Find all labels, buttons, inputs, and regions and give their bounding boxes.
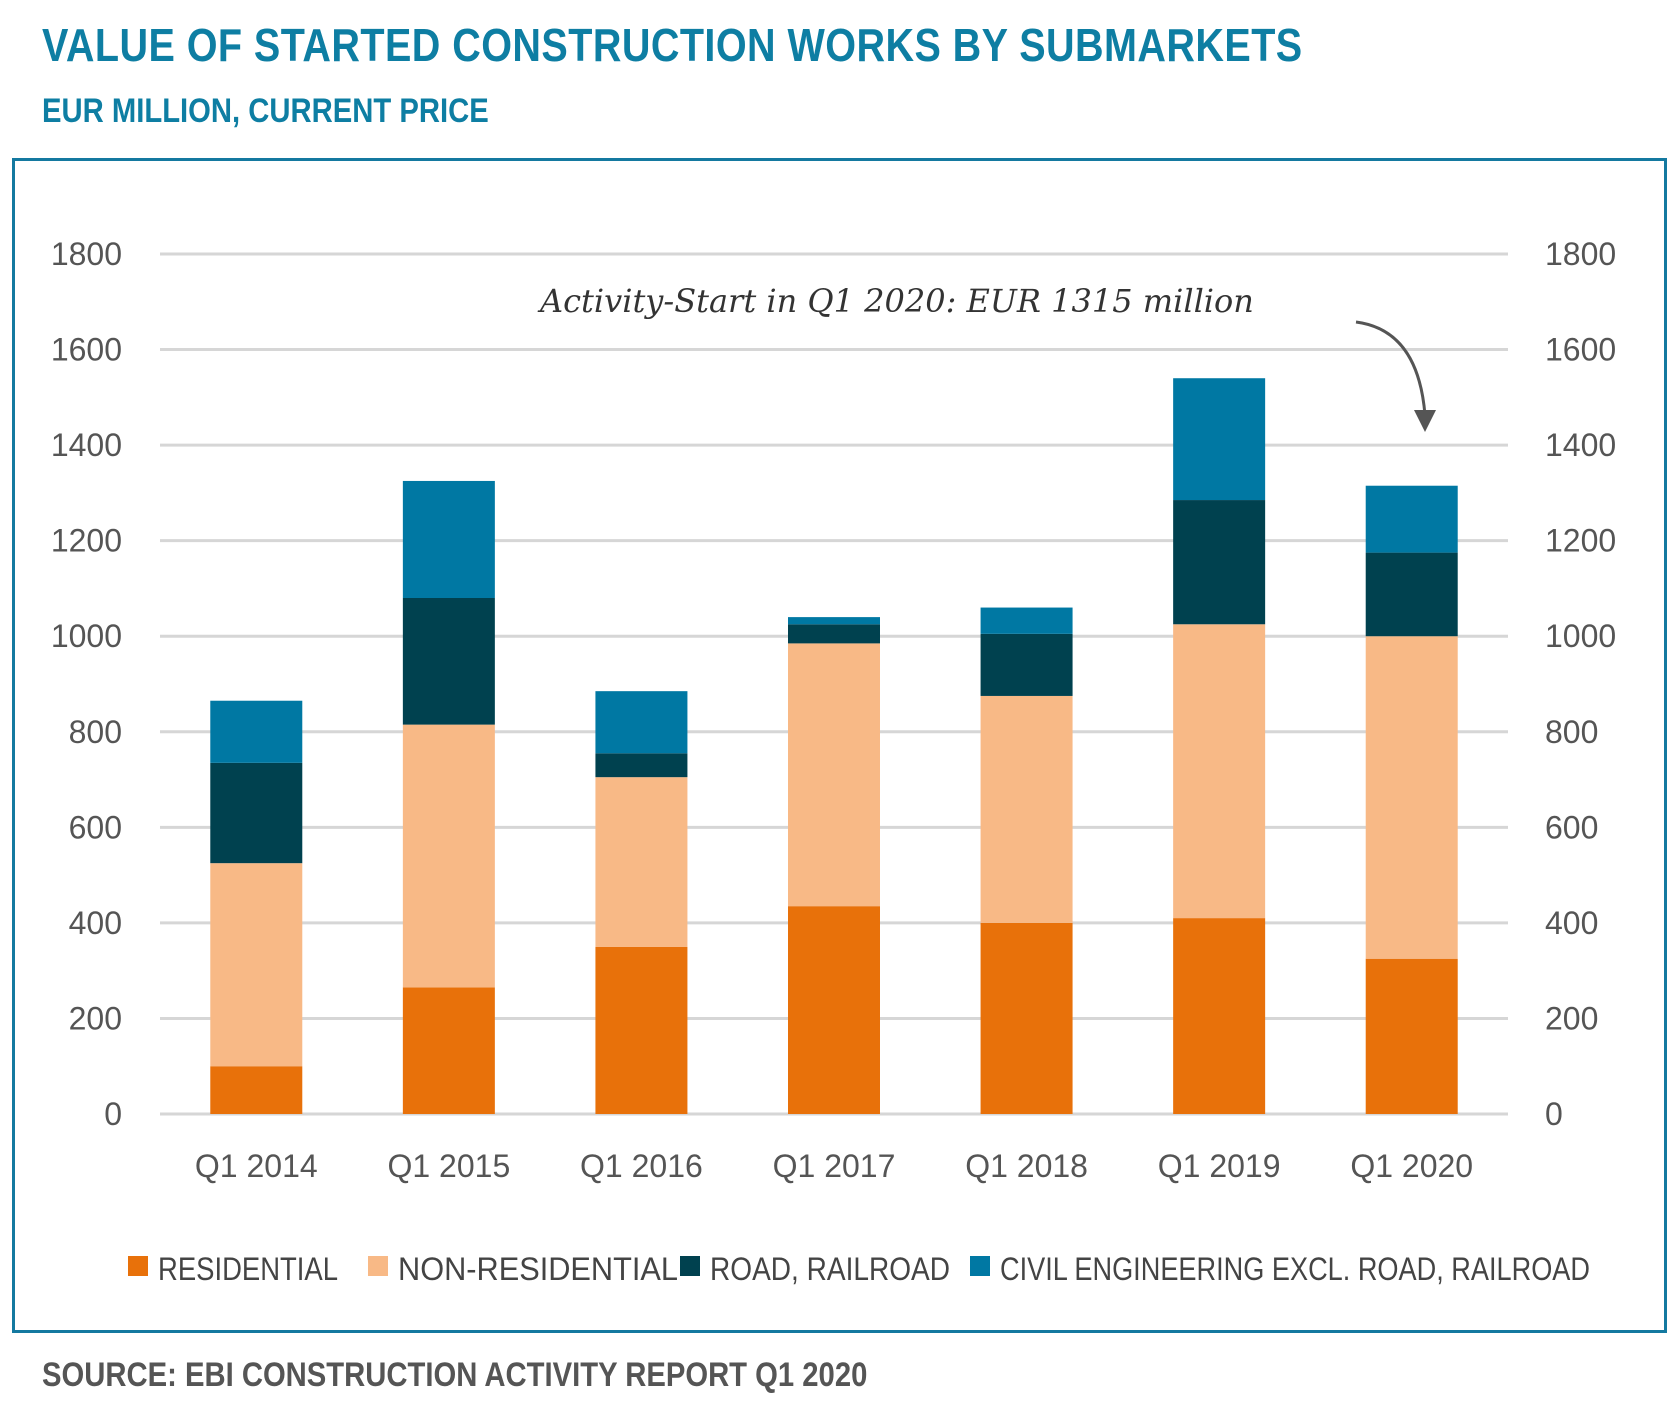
bar-q1-2019-series-2 xyxy=(1173,500,1266,625)
bar-q1-2019-series-3 xyxy=(1173,378,1266,501)
legend-swatch-3 xyxy=(970,1256,990,1276)
y-tick-left-0: 0 xyxy=(104,1096,122,1132)
bar-q1-2014-series-1 xyxy=(210,863,303,1067)
x-tick-label: Q1 2018 xyxy=(965,1148,1088,1184)
annotation-arrowhead xyxy=(1414,410,1436,432)
y-tick-right-0: 0 xyxy=(1545,1096,1563,1132)
legend: RESIDENTIAL NON-RESIDENTIAL ROAD, RAILROAD… xyxy=(128,1251,1590,1287)
y-tick-right-600: 600 xyxy=(1545,809,1598,845)
y-axis-right: 0 200 400 600 800 1000 1200 1400 1600 1800 xyxy=(1545,236,1616,1132)
bar-q1-2017-series-2 xyxy=(788,624,880,644)
bar-q1-2017-series-3 xyxy=(788,617,880,625)
annotation-text: Activity-Start in Q1 2020: EUR 1315 mill… xyxy=(537,282,1254,320)
legend-swatch-2 xyxy=(680,1256,700,1276)
y-tick-left-1400: 1400 xyxy=(51,427,122,463)
bar-q1-2020-series-3 xyxy=(1365,485,1458,553)
x-tick-label: Q1 2016 xyxy=(580,1148,703,1184)
bar-q1-2014-series-3 xyxy=(210,700,303,763)
bar-q1-2020-series-0 xyxy=(1365,958,1458,1114)
legend-label-0: RESIDENTIAL xyxy=(158,1251,338,1287)
y-tick-left-1600: 1600 xyxy=(51,332,122,368)
x-tick-label: Q1 2014 xyxy=(195,1148,318,1184)
y-tick-right-1000: 1000 xyxy=(1545,618,1616,654)
legend-swatch-1 xyxy=(368,1256,388,1276)
bar-q1-2014-series-2 xyxy=(210,762,303,864)
bar-q1-2015-series-1 xyxy=(402,724,495,988)
bar-q1-2020-series-1 xyxy=(1365,636,1458,959)
y-tick-left-1200: 1200 xyxy=(51,523,122,559)
y-tick-left-400: 400 xyxy=(69,905,122,941)
bar-q1-2017-series-1 xyxy=(788,643,880,907)
bar-q1-2017-series-0 xyxy=(788,906,880,1114)
y-tick-right-400: 400 xyxy=(1545,905,1598,941)
bar-q1-2015-series-3 xyxy=(402,480,495,598)
legend-label-3: CIVIL ENGINEERING EXCL. ROAD, RAILROAD xyxy=(1000,1251,1590,1287)
bar-q1-2019-series-0 xyxy=(1173,918,1266,1114)
bar-q1-2015-series-0 xyxy=(402,987,495,1114)
y-tick-left-200: 200 xyxy=(69,1000,122,1036)
x-tick-label: Q1 2019 xyxy=(1158,1148,1281,1184)
bar-q1-2014-series-0 xyxy=(210,1066,303,1114)
y-tick-left-800: 800 xyxy=(69,714,122,750)
legend-swatch-0 xyxy=(128,1256,148,1276)
chart-frame xyxy=(12,158,1667,1333)
bar-q1-2016-series-1 xyxy=(595,777,688,947)
source-note: SOURCE: EBI CONSTRUCTION ACTIVITY REPORT… xyxy=(42,1356,868,1394)
y-tick-left-1800: 1800 xyxy=(51,236,122,272)
y-tick-right-200: 200 xyxy=(1545,1000,1598,1036)
legend-label-2: ROAD, RAILROAD xyxy=(710,1251,950,1287)
chart-title: VALUE OF STARTED CONSTRUCTION WORKS BY S… xyxy=(42,19,1303,71)
bar-q1-2019-series-1 xyxy=(1173,624,1266,919)
bar-q1-2018-series-2 xyxy=(980,633,1073,696)
chart-subtitle: EUR MILLION, CURRENT PRICE xyxy=(42,92,489,130)
y-tick-right-1400: 1400 xyxy=(1545,427,1616,463)
y-tick-left-600: 600 xyxy=(69,809,122,845)
bar-q1-2018-series-3 xyxy=(980,607,1073,634)
bar-q1-2016-series-3 xyxy=(595,691,688,754)
annotation-arrow xyxy=(1355,320,1427,416)
bar-q1-2018-series-1 xyxy=(980,695,1073,923)
bar-q1-2016-series-0 xyxy=(595,946,688,1114)
x-tick-label: Q1 2015 xyxy=(387,1148,510,1184)
y-tick-right-1600: 1600 xyxy=(1545,332,1616,368)
bar-q1-2020-series-2 xyxy=(1365,552,1458,637)
x-tick-label: Q1 2017 xyxy=(773,1148,896,1184)
y-tick-right-1200: 1200 xyxy=(1545,523,1616,559)
y-tick-right-800: 800 xyxy=(1545,714,1598,750)
x-axis: Q1 2014 Q1 2015 Q1 2016 Q1 2017 Q1 2018 Q1 20… xyxy=(195,1148,1473,1184)
y-axis-left: 0 200 400 600 800 1000 1200 1400 1600 1800 xyxy=(51,236,122,1132)
bar-q1-2018-series-0 xyxy=(980,922,1073,1114)
x-tick-label: Q1 2020 xyxy=(1350,1148,1473,1184)
bars xyxy=(210,378,1458,1114)
bar-q1-2015-series-2 xyxy=(402,598,495,725)
y-tick-left-1000: 1000 xyxy=(51,618,122,654)
y-tick-right-1800: 1800 xyxy=(1545,236,1616,272)
legend-label-1: NON-RESIDENTIAL xyxy=(398,1251,678,1287)
bar-q1-2016-series-2 xyxy=(595,753,688,778)
